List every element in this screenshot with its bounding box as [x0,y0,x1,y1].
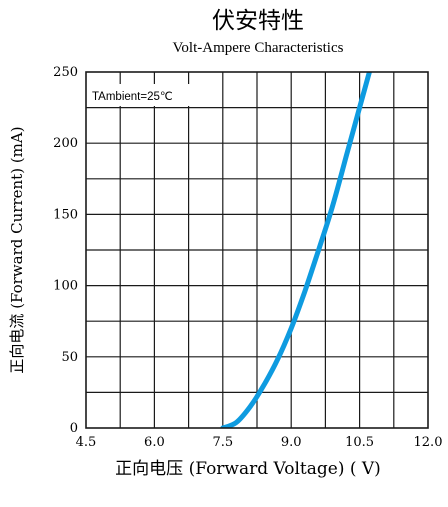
x-tick-label: 6.0 [144,435,165,450]
plot-frame [85,71,429,429]
y-tick-label: 250 [53,65,78,80]
chart-subtitle: Volt-Ampere Characteristics [173,40,344,56]
y-tick-label: 50 [61,350,78,365]
annotation-text: TAmbient=25℃ [92,91,173,103]
x-tick-labels: 4.5 6.0 7.5 9.0 10.5 12.0 [76,435,443,450]
annotation-background [88,84,194,106]
y-axis-label: 正向电流 (Forward Current) (mA) [8,126,26,373]
y-tick-label: 150 [53,207,78,222]
x-tick-label: 9.0 [281,435,302,450]
y-tick-labels: 0 50 100 150 200 250 [53,65,78,436]
y-tick-label: 200 [53,136,78,151]
grid-lines [86,72,428,428]
x-tick-label: 12.0 [414,435,443,450]
chart-title: 伏安特性 [212,8,304,34]
x-tick-label: 4.5 [76,435,97,450]
series-line [220,72,372,428]
x-tick-label: 7.5 [212,435,233,450]
y-tick-label: 100 [53,279,78,294]
x-tick-label: 10.5 [345,435,374,450]
y-tick-label: 0 [70,421,78,436]
x-axis-label: 正向电压 (Forward Voltage) ( V) [115,459,381,479]
series-group [220,72,372,428]
plot-area [85,71,429,429]
